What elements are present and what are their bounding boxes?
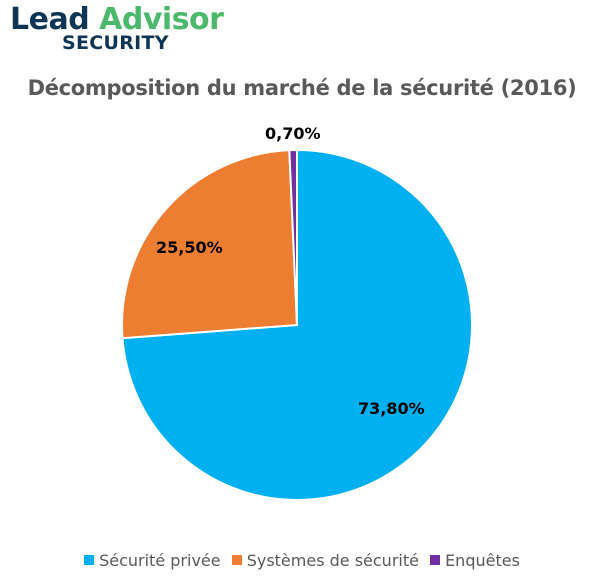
legend-label: Enquêtes [445,551,520,570]
logo-wordmark: Lead Advisor [10,2,224,38]
data-label-enquetes: 0,70% [265,124,321,143]
pie-slice-enquetes [288,148,298,326]
legend-item-enquetes: Enquêtes [430,551,520,570]
chart-title: Décomposition du marché de la sécurité (… [27,76,577,100]
legend: Sécurité privée Systèmes de sécurité Enq… [0,551,604,570]
legend-label: Sécurité privée [99,551,221,570]
data-label-systemes-securite: 25,50% [156,238,223,257]
logo-subtitle: SECURITY [62,32,169,54]
pie-slices [121,148,473,501]
legend-swatch-icon [84,555,95,565]
legend-label: Systèmes de sécurité [246,551,419,570]
pie-slice-systemes-de-securite [121,149,299,340]
legend-item-securite-privee: Sécurité privée [84,551,221,570]
data-label-securite-privee: 73,80% [358,399,425,418]
lead-advisor-logo: Lead Advisor SECURITY [10,2,224,58]
logo-advisor: Advisor [99,2,224,37]
legend-swatch-icon [231,555,242,565]
logo-lead: Lead [10,2,90,37]
legend-swatch-icon [430,555,441,565]
legend-item-systemes-securite: Systèmes de sécurité [231,551,419,570]
